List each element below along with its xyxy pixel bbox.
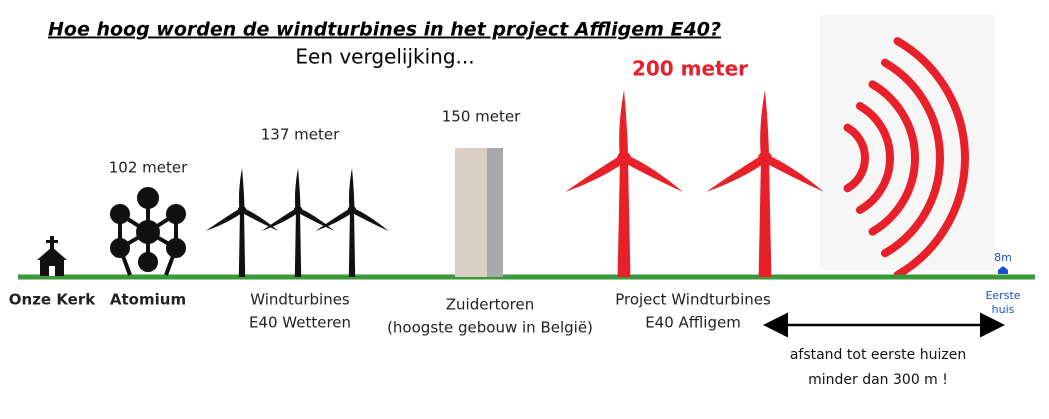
turbine-blade: [239, 168, 245, 210]
shape: [998, 266, 1008, 274]
turbine-blade: [241, 207, 280, 233]
object-label: (hoogste gebouw in België): [387, 319, 593, 337]
turbine-blade: [760, 90, 769, 158]
turbine-blade: [349, 168, 355, 210]
turbine-tower: [239, 210, 245, 277]
object-label: Windturbines: [250, 291, 350, 309]
turbine-hub: [758, 151, 772, 165]
turbine-tower: [349, 210, 355, 277]
turbine-tower: [759, 158, 772, 277]
subtitle: Een vergelijking...: [295, 45, 474, 69]
height-label: 137 meter: [261, 126, 340, 144]
object-label: Onze Kerk: [9, 291, 96, 309]
shape: [46, 240, 58, 243]
turbine-blade: [204, 208, 243, 234]
turbine-icon: [204, 168, 280, 277]
turbine-blade: [295, 168, 301, 210]
turbine-hub: [617, 151, 631, 165]
sound-waves: [820, 15, 995, 275]
turbine-icon: [704, 90, 826, 277]
turbine-icon: [260, 168, 336, 277]
object-label: E40 Wetteren: [249, 314, 351, 332]
turbine-blade: [763, 154, 826, 196]
distance-note: afstand tot eerste huizen: [790, 347, 966, 363]
turbine-blade: [704, 154, 767, 196]
shape: [112, 240, 128, 256]
shape: [168, 240, 184, 256]
shape: [168, 206, 184, 222]
height-label: 8m: [994, 251, 1012, 264]
title: Hoe hoog worden de windturbines in het p…: [48, 19, 721, 41]
object-label: Zuidertoren: [446, 296, 535, 314]
turbine-blade: [260, 208, 299, 234]
height-label: 102 meter: [109, 159, 188, 177]
turbine-blade: [622, 154, 685, 196]
turbine-hub: [348, 206, 356, 214]
height-label: 200 meter: [632, 57, 748, 81]
object-label: Project Windturbines: [615, 291, 771, 309]
object-label: E40 Affligem: [645, 314, 741, 332]
house-icon: [998, 266, 1008, 274]
infographic: Hoe hoog worden de windturbines in het p…: [0, 0, 1049, 419]
turbine-blade: [297, 207, 336, 233]
object-label: huis: [992, 303, 1015, 316]
zuidertoren-icon: [455, 148, 503, 277]
page: {"title": "Hoe hoog worden de windturbin…: [0, 0, 1049, 419]
shape: [487, 148, 503, 277]
distance-note: minder dan 300 m !: [808, 372, 948, 388]
turbine-blade: [351, 207, 390, 233]
turbine-icon: [314, 168, 390, 277]
turbine-icon: [563, 90, 685, 277]
shape: [139, 189, 157, 207]
turbine-blade: [563, 154, 626, 196]
object-label: Eerste: [985, 289, 1020, 302]
shape: [140, 254, 156, 270]
turbine-hub: [294, 206, 302, 214]
shape: [112, 206, 128, 222]
atomium-icon: [112, 189, 184, 275]
turbine-tower: [618, 158, 631, 277]
church-icon: [37, 236, 67, 276]
shape: [49, 266, 55, 276]
shape: [138, 222, 158, 242]
height-label: 150 meter: [442, 108, 521, 126]
object-label: Atomium: [110, 291, 186, 309]
shape: [455, 148, 487, 277]
turbine-hub: [238, 206, 246, 214]
turbine-blade: [619, 90, 628, 158]
turbine-tower: [295, 210, 301, 277]
